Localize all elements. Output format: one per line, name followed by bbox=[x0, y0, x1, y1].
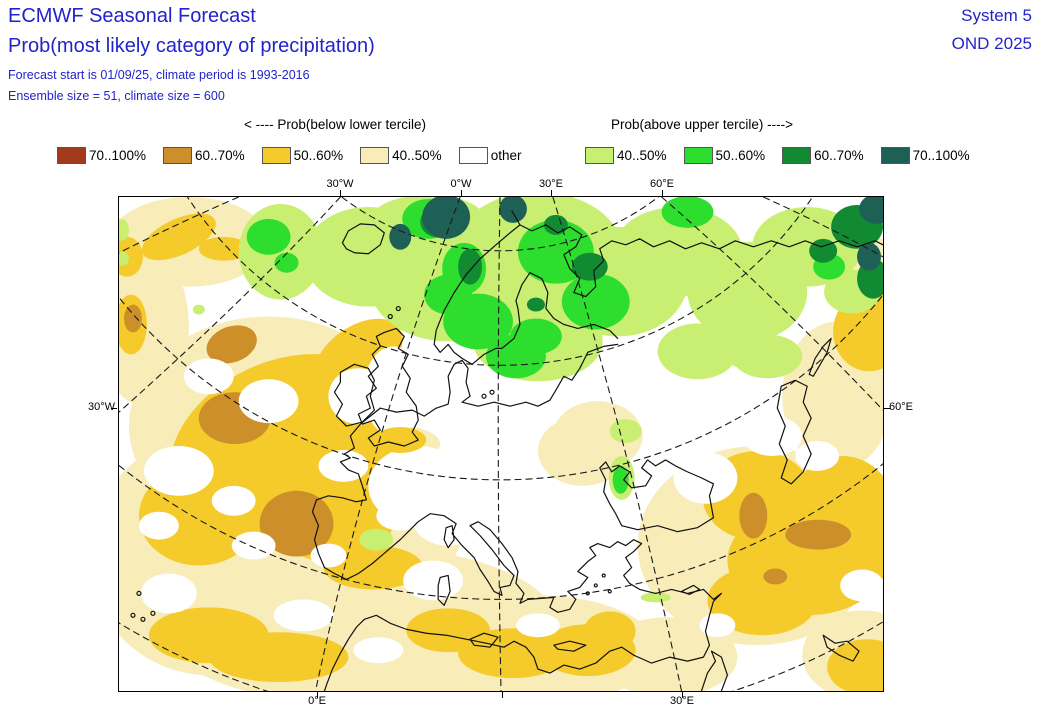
ensemble-size-info: Ensemble size = 51, climate size = 600 bbox=[8, 89, 225, 103]
axis-label-top-30e: 30°E bbox=[539, 178, 563, 190]
legend-below-item-60-70-: 60..70% bbox=[163, 147, 245, 164]
axis-label-bottom-30e: 30°E bbox=[670, 695, 694, 707]
legend-below-swatch-3 bbox=[360, 147, 390, 164]
legend-above-label-2: 60..70% bbox=[814, 148, 864, 163]
system-label: System 5 bbox=[961, 6, 1032, 25]
legend-below-label-3: 40..50% bbox=[392, 148, 442, 163]
legend-below-swatch-2 bbox=[261, 147, 291, 164]
tick-bottom-mid bbox=[502, 692, 503, 698]
legend-below-swatch-0 bbox=[57, 147, 86, 164]
legend-below-label-4: other bbox=[490, 148, 522, 163]
legend-below-swatch-4 bbox=[458, 147, 488, 164]
legend-above-swatch-3 bbox=[880, 147, 910, 164]
tick-bottom-30e bbox=[682, 692, 683, 698]
legend-above-item-50-60-: 50..60% bbox=[683, 147, 766, 164]
tick-top-60e bbox=[662, 190, 663, 196]
tick-top-30w bbox=[340, 190, 341, 196]
tick-bottom-0e bbox=[317, 692, 318, 698]
white-holes bbox=[138, 346, 883, 664]
legend-below-item-40-50-: 40..50% bbox=[360, 147, 442, 164]
legend-below-item-70-100-: 70..100% bbox=[57, 147, 146, 164]
forecast-start-info: Forecast start is 01/09/25, climate peri… bbox=[8, 68, 310, 82]
tick-top-30e bbox=[551, 190, 552, 196]
axis-label-top-60e: 60°E bbox=[650, 178, 674, 190]
tick-left-30w bbox=[111, 408, 117, 409]
forecast-map bbox=[118, 196, 884, 692]
coastlines bbox=[130, 210, 883, 691]
above-normal-teal-regions bbox=[389, 197, 883, 271]
legend-above-item-40-50-: 40..50% bbox=[585, 147, 667, 164]
legend-above-swatch-2 bbox=[782, 147, 812, 164]
tick-right-60e bbox=[884, 408, 890, 409]
legend-above-label-1: 50..60% bbox=[715, 148, 766, 163]
legend-below-row: 70..100% 60..70% 50..60% 40..50% other bbox=[57, 147, 538, 164]
legend-above-item-70-100-: 70..100% bbox=[880, 147, 970, 164]
map-canvas bbox=[119, 197, 883, 691]
axis-label-right-60e: 60°E bbox=[889, 401, 913, 413]
legend-above-swatch-0 bbox=[585, 147, 614, 164]
legend-above-header: Prob(above upper tercile) ----> bbox=[611, 117, 793, 132]
legend-above-item-60-70-: 60..70% bbox=[782, 147, 864, 164]
period-label: OND 2025 bbox=[951, 34, 1032, 53]
axis-label-left-30w: 30°W bbox=[88, 401, 116, 413]
legend-below-header: < ---- Prob(below lower tercile) bbox=[244, 117, 426, 132]
page-subtitle: Prob(most likely category of precipitati… bbox=[8, 35, 375, 57]
page-title: ECMWF Seasonal Forecast bbox=[8, 5, 256, 27]
legend-above-row: 40..50% 50..60% 60..70% 70..100% bbox=[585, 147, 987, 164]
legend-below-item-50-60-: 50..60% bbox=[261, 147, 344, 164]
above-normal-bright-regions bbox=[246, 197, 846, 494]
legend-below-label-2: 50..60% bbox=[293, 148, 344, 163]
legend-below-item-other: other bbox=[458, 147, 522, 164]
legend-below-label-1: 60..70% bbox=[195, 148, 245, 163]
legend-above-label-3: 70..100% bbox=[912, 148, 970, 163]
legend-above-swatch-1 bbox=[683, 147, 713, 164]
tick-top-0w bbox=[461, 190, 462, 196]
axis-label-bottom-0e: 0°E bbox=[308, 695, 326, 707]
legend-below-swatch-1 bbox=[163, 147, 193, 164]
axis-label-top-0w: 0°W bbox=[450, 178, 472, 190]
legend-above-label-0: 40..50% bbox=[617, 148, 667, 163]
axis-label-top-30w: 30°W bbox=[326, 178, 354, 190]
graticule bbox=[119, 197, 883, 691]
legend-below-label-0: 70..100% bbox=[89, 148, 147, 163]
